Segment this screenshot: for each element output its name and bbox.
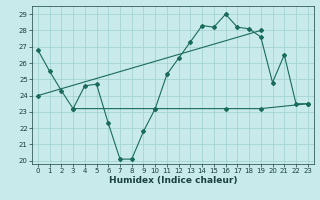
X-axis label: Humidex (Indice chaleur): Humidex (Indice chaleur) xyxy=(108,176,237,185)
